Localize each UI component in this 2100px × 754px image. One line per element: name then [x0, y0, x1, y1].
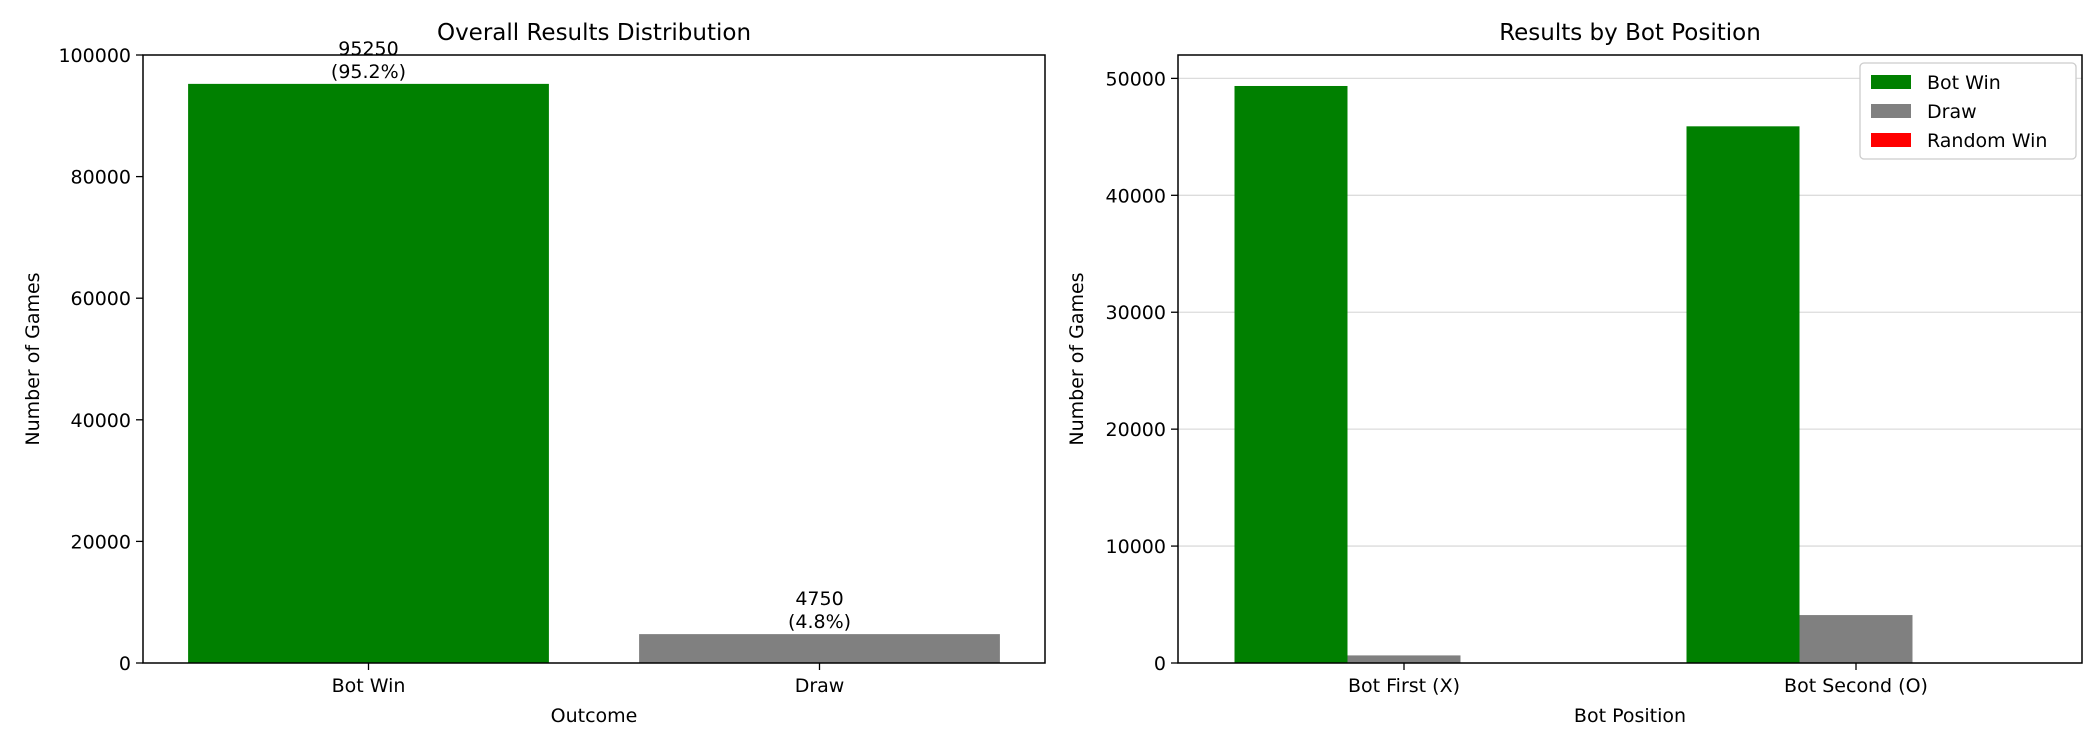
y-tick-label-3: 60000	[71, 288, 131, 310]
legend-swatch-2	[1871, 133, 1911, 147]
x-tick-label-1: Bot Second (O)	[1784, 675, 1928, 697]
y-tick-label-5: 50000	[1106, 68, 1166, 90]
x-axis-label: Outcome	[551, 705, 638, 727]
legend-label-0: Bot Win	[1927, 72, 2001, 94]
x-tick-label-1: Draw	[795, 675, 845, 697]
y-tick-label-0: 0	[1154, 653, 1166, 675]
y-tick-label-2: 40000	[71, 410, 131, 432]
x-axis-label: Bot Position	[1574, 705, 1686, 727]
y-tick-label-4: 80000	[71, 167, 131, 189]
bar-0-1	[1686, 126, 1800, 664]
y-axis-label: Number of Games	[1066, 272, 1088, 445]
bar-1-0	[1347, 655, 1461, 663]
bar-0-0	[1234, 85, 1348, 663]
chart-title: Overall Results Distribution	[437, 20, 751, 46]
y-tick-label-4: 40000	[1106, 185, 1166, 207]
legend: Bot Win Draw Random Win	[1859, 62, 2077, 160]
legend-label-2: Random Win	[1927, 130, 2047, 152]
y-tick-label-3: 30000	[1106, 302, 1166, 324]
legend-label-1: Draw	[1927, 101, 1977, 123]
data-label-0: 95250 (95.2%)	[331, 38, 406, 83]
y-axis-label: Number of Games	[22, 272, 44, 445]
chart-overall-results: 95250 (95.2%) Bot Win 4750 (4.8%) Draw 0 20000 4…	[22, 20, 1046, 727]
x-tick-label-0: Bot First (X)	[1348, 675, 1460, 697]
x-tick-label-0: Bot Win	[332, 675, 406, 697]
bar-0	[188, 83, 549, 663]
data-label-1: 4750 (4.8%)	[788, 588, 851, 633]
y-tick-label-0: 0	[119, 653, 131, 675]
bar-1-1	[1799, 615, 1913, 663]
legend-swatch-0	[1871, 75, 1911, 89]
chart-results-by-position: Bot First (X) Bot Second (O) 0 10000 20000 30…	[1066, 20, 2083, 727]
y-tick-label-1: 20000	[71, 531, 131, 553]
plot-frame	[1177, 54, 2083, 664]
plot-frame	[142, 54, 1046, 664]
legend-swatch-1	[1871, 104, 1911, 118]
chart-title: Results by Bot Position	[1499, 20, 1761, 46]
y-tick-label-1: 10000	[1106, 536, 1166, 558]
y-tick-label-5: 100000	[58, 45, 131, 67]
y-tick-label-2: 20000	[1106, 419, 1166, 441]
legend-box	[1859, 62, 2077, 160]
bar-1	[639, 634, 1000, 663]
